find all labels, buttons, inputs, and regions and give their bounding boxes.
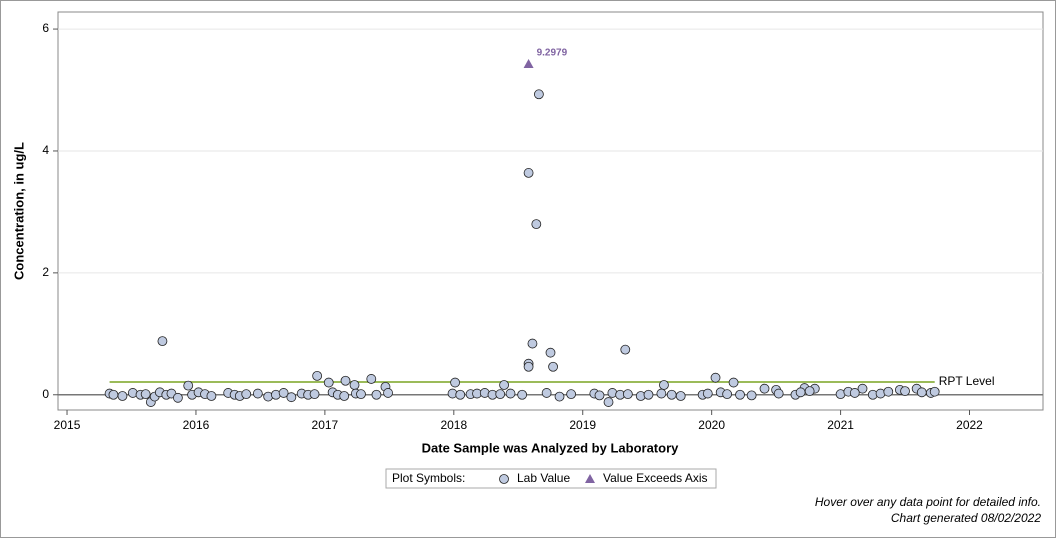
data-point[interactable] [323,377,334,388]
data-point[interactable] [622,389,633,400]
data-point[interactable] [371,389,382,400]
data-point[interactable] [108,389,119,400]
data-point[interactable] [849,388,860,398]
data-point[interactable] [773,388,784,399]
exceeds-marker[interactable] [523,59,534,68]
data-point[interactable] [505,388,516,399]
x-tick-label: 2017 [312,418,339,432]
data-point[interactable] [356,389,366,400]
data-point[interactable] [383,388,393,398]
data-point[interactable] [278,388,289,398]
data-point[interactable] [340,375,351,386]
data-point[interactable] [710,372,721,383]
x-tick-label: 2018 [440,418,467,432]
reference-label: RPT Level [939,374,995,388]
footnote: Chart generated 08/02/2022 [891,511,1041,525]
data-point[interactable] [531,219,542,230]
data-point[interactable] [366,374,377,384]
data-point[interactable] [916,387,927,398]
data-point[interactable] [252,388,263,399]
data-point[interactable] [603,397,614,407]
data-point[interactable] [527,338,538,349]
data-point[interactable] [702,388,713,399]
y-tick-label: 6 [42,21,49,35]
data-point[interactable] [523,361,534,372]
data-point[interactable] [157,336,168,347]
legend-marker [585,474,595,483]
legend-title: Plot Symbols: [392,471,465,485]
data-point[interactable] [450,377,460,388]
footnote: Hover over any data point for detailed i… [815,495,1041,509]
y-axis-title: Concentration, in ug/L [11,142,26,280]
data-point[interactable] [309,389,320,400]
data-point[interactable] [495,389,506,400]
data-point[interactable] [533,89,544,100]
data-point[interactable] [517,389,528,400]
x-tick-label: 2020 [698,418,725,432]
data-point[interactable] [173,392,183,403]
data-point[interactable] [857,383,868,394]
x-tick-label: 2022 [956,418,983,432]
data-point[interactable] [117,391,128,401]
data-point[interactable] [554,391,565,402]
y-tick-label: 0 [42,387,49,401]
data-point[interactable] [140,389,151,400]
data-point[interactable] [759,383,770,394]
plot-area [57,11,1044,411]
data-point[interactable] [735,389,745,400]
data-point[interactable] [455,389,466,400]
legend-label: Lab Value [517,471,570,485]
x-tick-label: 2021 [827,418,854,432]
data-point[interactable] [804,386,815,397]
data-point[interactable] [656,388,667,399]
data-point[interactable] [795,387,806,398]
data-point[interactable] [349,380,360,390]
legend-marker [499,474,509,484]
data-point[interactable] [883,386,894,397]
y-tick-label: 2 [42,265,49,279]
y-tick-label: 4 [42,143,49,157]
data-point[interactable] [339,391,350,401]
data-point[interactable] [523,168,534,178]
data-point[interactable] [312,370,323,381]
data-point[interactable] [183,380,194,391]
data-point[interactable] [206,391,217,401]
data-point[interactable] [499,380,509,390]
data-point[interactable] [594,390,605,401]
data-point[interactable] [541,388,552,398]
data-point[interactable] [659,380,669,390]
value-label: 9.2979 [537,48,568,59]
x-tick-label: 2019 [569,418,596,432]
data-point[interactable] [548,361,558,372]
data-point[interactable] [746,390,757,401]
data-point[interactable] [722,389,733,400]
data-point[interactable] [728,377,739,388]
data-point[interactable] [929,386,940,397]
data-point[interactable] [675,391,686,401]
x-tick-label: 2015 [54,418,81,432]
data-point[interactable] [241,389,252,400]
data-point[interactable] [620,344,631,355]
data-point[interactable] [643,389,654,400]
x-axis-title: Date Sample was Analyzed by Laboratory [422,440,679,455]
data-point[interactable] [286,392,297,403]
data-point[interactable] [545,347,556,358]
legend-label: Value Exceeds Axis [603,471,708,485]
data-point[interactable] [666,389,677,400]
legend [385,468,717,489]
data-point[interactable] [900,386,910,397]
x-tick-label: 2016 [183,418,210,432]
data-point[interactable] [566,389,577,400]
